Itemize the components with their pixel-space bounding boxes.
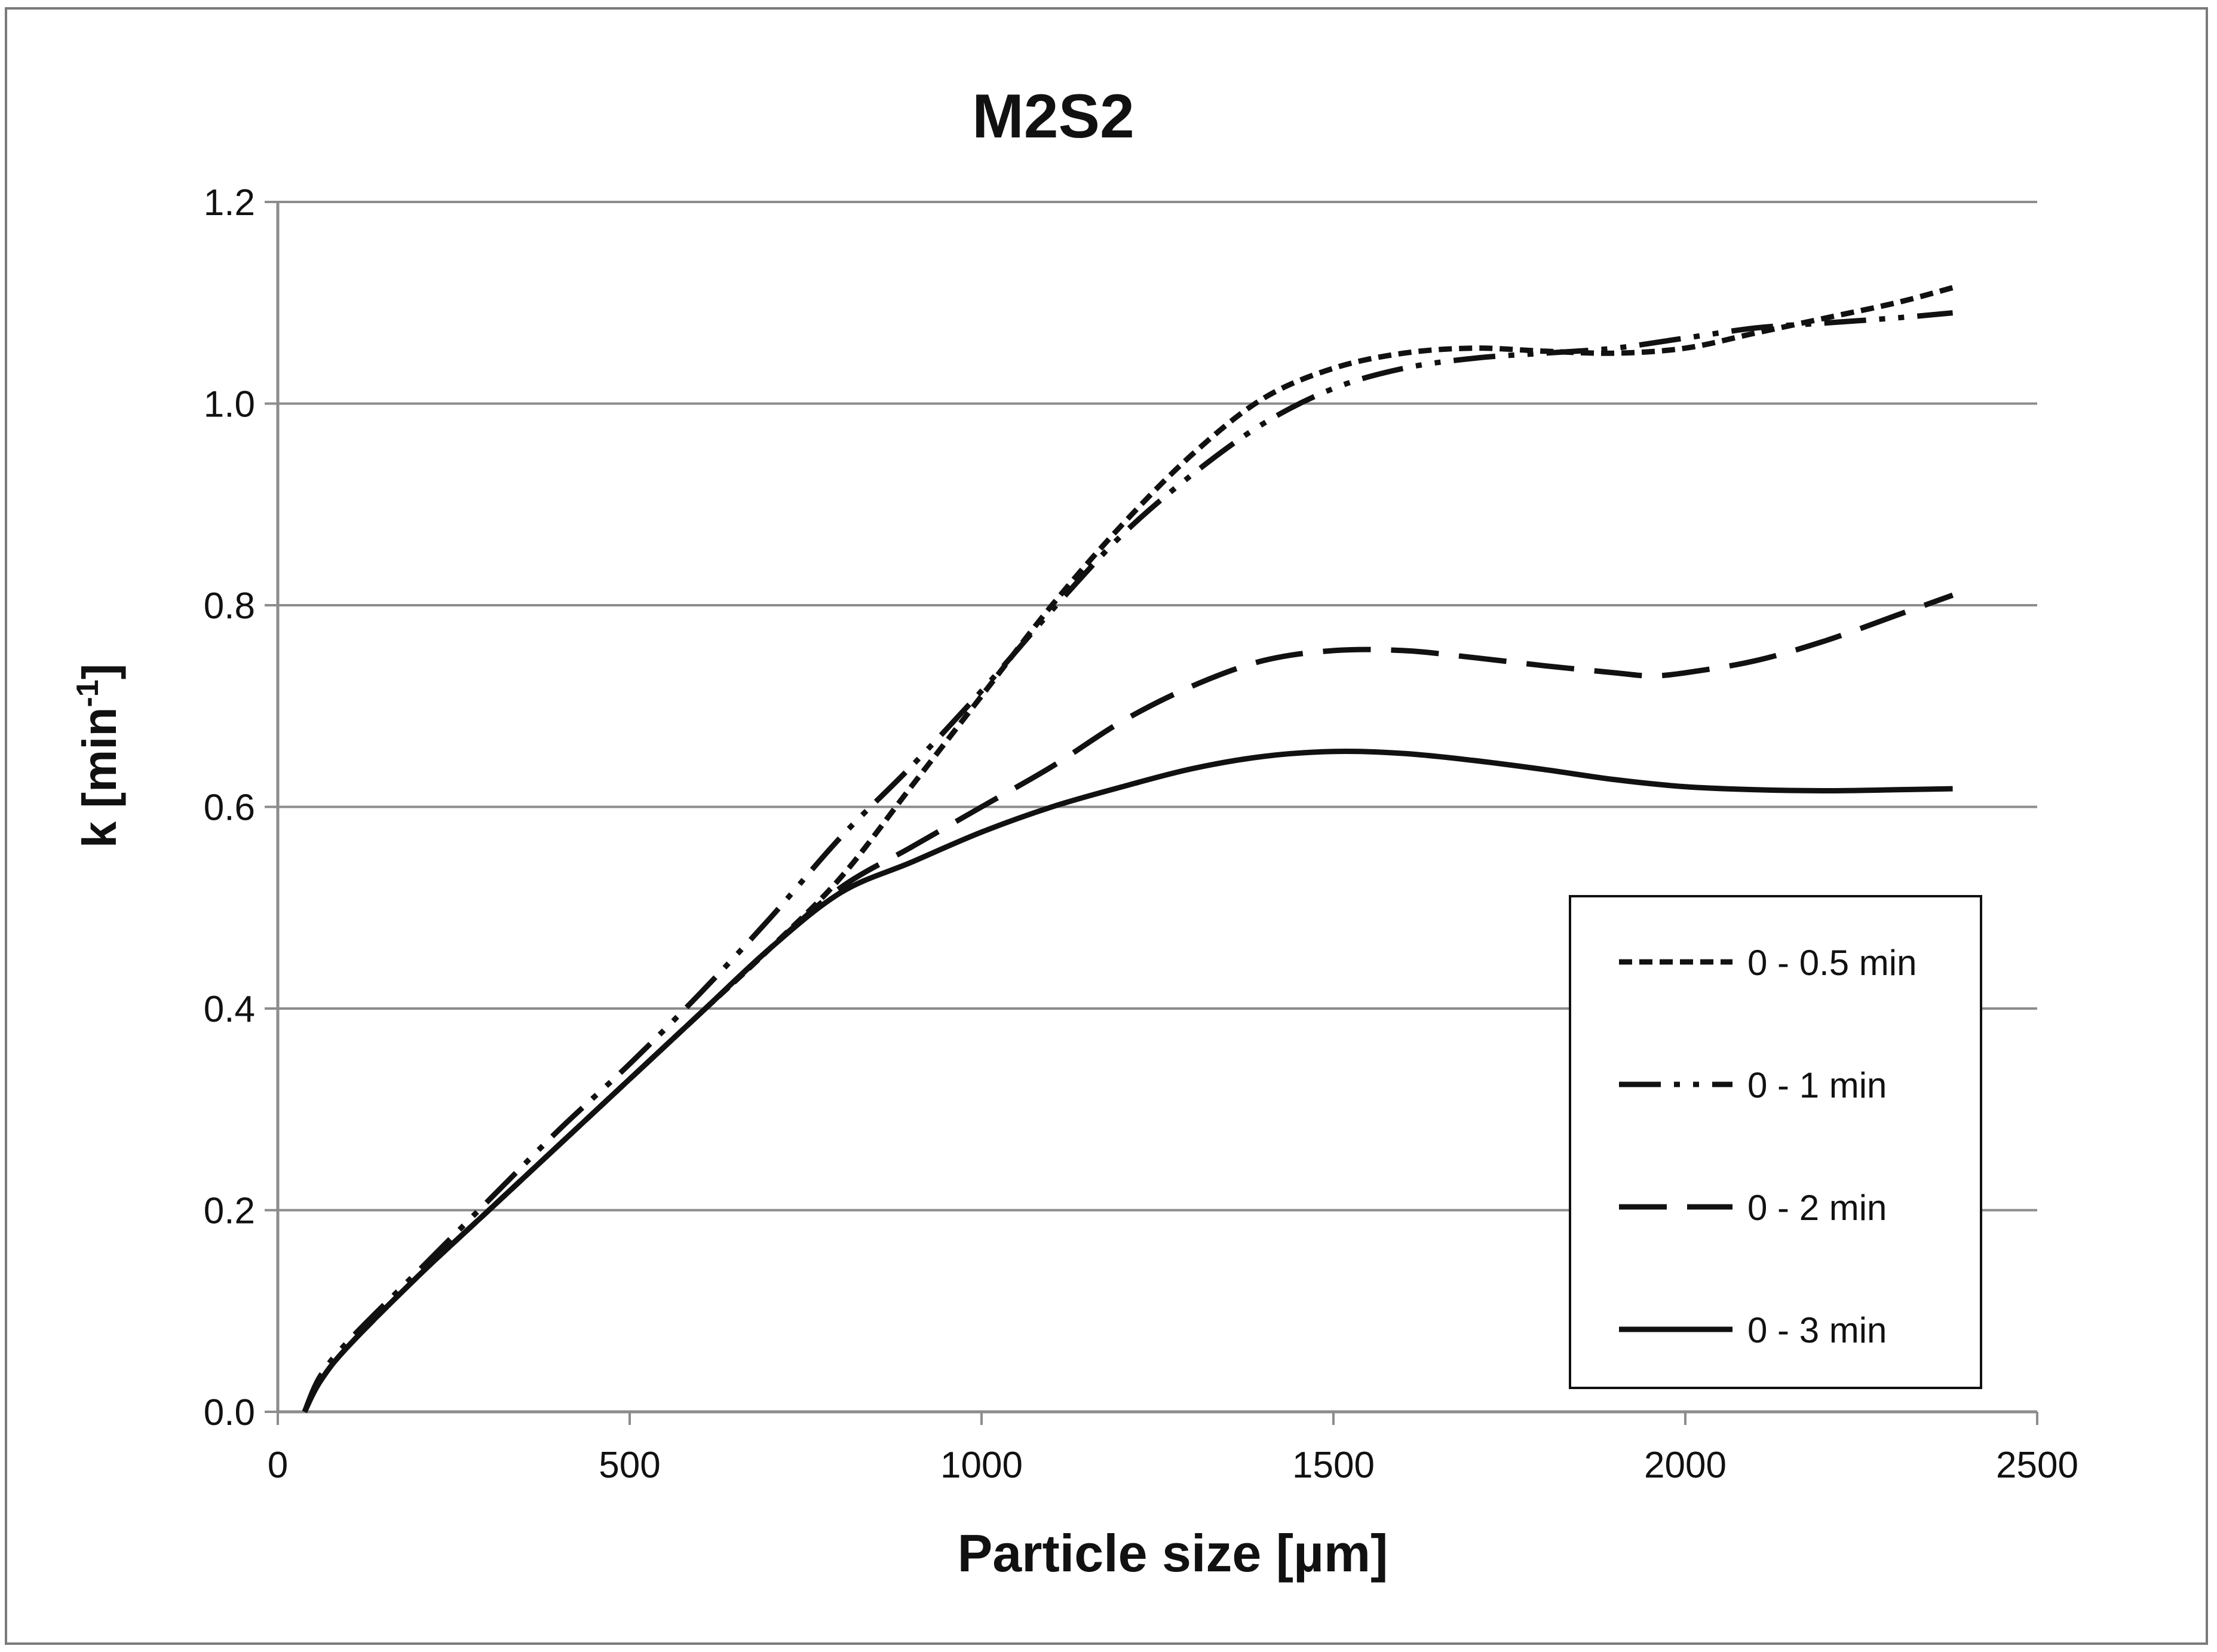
x-tick-label: 1500 <box>1292 1445 1375 1486</box>
y-tick-label: 0.4 <box>204 989 255 1030</box>
y-tick-label: 0.2 <box>204 1191 255 1232</box>
x-tick-label: 2000 <box>1644 1445 1727 1486</box>
y-tick-label: 1.2 <box>204 182 255 223</box>
series-layer <box>302 285 1954 1414</box>
y-tick-label: 0.8 <box>204 586 255 627</box>
y-tick-label: 0.6 <box>204 787 255 829</box>
legend-label-4: 0 - 3 min <box>1747 1310 1887 1350</box>
series-line-3 <box>302 592 1954 1414</box>
series-line-1 <box>302 285 1954 1414</box>
x-axis-title: Particle size [µm] <box>958 1524 1388 1583</box>
series-line-2 <box>302 310 1953 1413</box>
legend-label-3: 0 - 2 min <box>1747 1188 1887 1228</box>
y-axis-title: k [min-1] <box>70 664 126 848</box>
y-axis-ticks: 0.0 0.2 0.4 0.6 0.8 1.0 1.2 <box>204 182 278 1433</box>
legend-label-2: 0 - 1 min <box>1747 1065 1887 1105</box>
y-axis-title-main: k [min <box>73 707 126 848</box>
y-axis-title-superscript: -1 <box>70 679 105 707</box>
legend-box <box>1569 895 1982 1389</box>
chart-title: M2S2 <box>972 82 1134 151</box>
legend: 0 - 0.5 min 0 - 1 min 0 - 2 min 0 - 3 min <box>1569 895 1982 1389</box>
y-axis-title-close: ] <box>73 664 126 680</box>
y-tick-label: 0.0 <box>204 1392 255 1433</box>
legend-label-1: 0 - 0.5 min <box>1747 943 1917 983</box>
x-tick-label: 1000 <box>940 1445 1023 1486</box>
chart-border <box>5 7 2208 1645</box>
x-tick-label: 2500 <box>1996 1445 2078 1486</box>
series-line-4 <box>302 748 1953 1414</box>
y-tick-label: 1.0 <box>204 384 255 425</box>
x-tick-label: 0 <box>268 1445 288 1486</box>
x-axis-ticks: 0 500 1000 1500 2000 2500 <box>268 1412 2078 1486</box>
x-tick-label: 500 <box>599 1445 660 1486</box>
